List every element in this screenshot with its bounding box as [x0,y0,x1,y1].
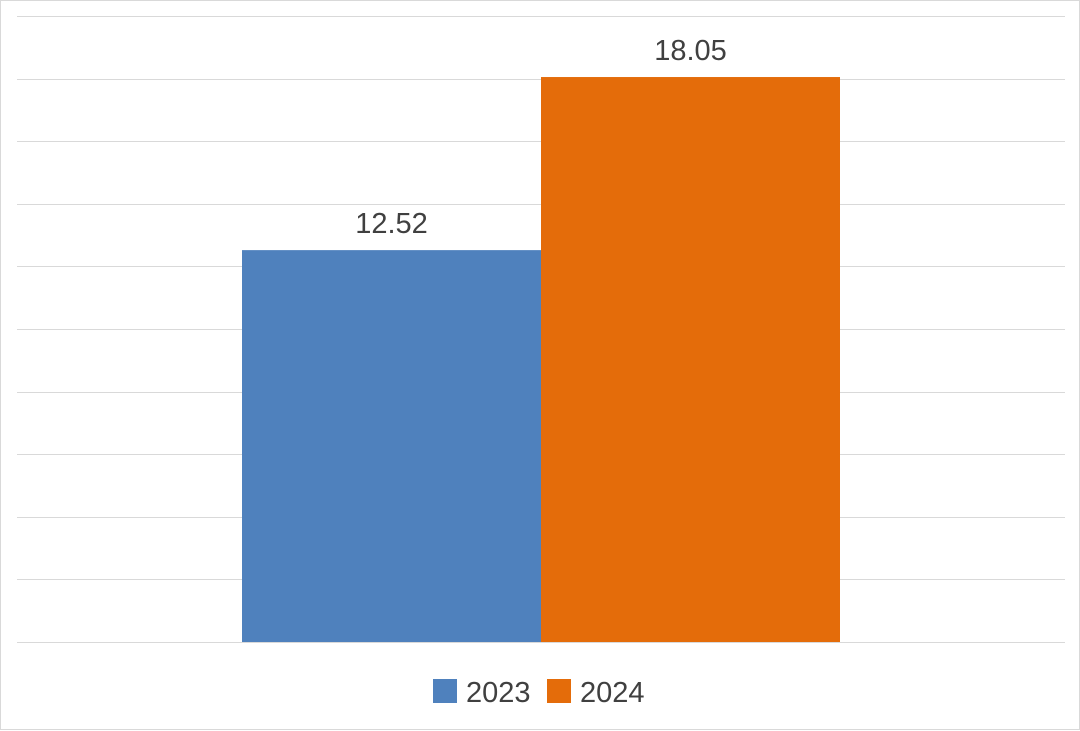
bar-2024 [541,77,840,642]
bars [242,77,840,642]
data-labels: 12.52 18.05 [355,35,727,240]
data-label-2023: 12.52 [355,208,428,240]
legend: 2023 2024 [433,677,645,709]
legend-label-2023: 2023 [466,677,531,709]
legend-label-2024: 2024 [580,677,645,709]
legend-swatch-2023 [433,679,457,703]
bar-2023 [242,250,541,642]
data-label-2024: 18.05 [654,35,727,67]
legend-swatch-2024 [547,679,571,703]
